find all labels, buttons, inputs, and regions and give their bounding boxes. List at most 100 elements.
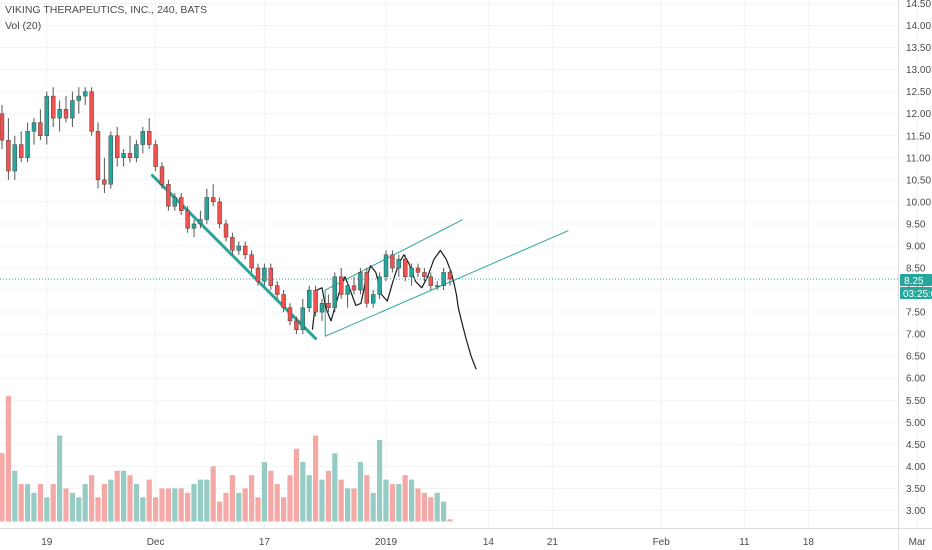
time-axis[interactable]: 19 Dec 17 2019 14 21 Feb 11 18 Mar	[0, 528, 932, 549]
candle-body	[307, 289, 312, 308]
symbol-legend[interactable]: VIKING THERAPEUTICS, INC., 240, BATS	[5, 4, 208, 16]
candle-body	[121, 153, 126, 158]
time-tick-label: 17	[259, 537, 271, 548]
price-tick-label: 13.00	[906, 65, 931, 76]
price-tick-label: 12.00	[906, 109, 931, 120]
price-badge: 8.25 03:25:0	[900, 274, 932, 300]
candle-body	[403, 258, 408, 278]
candle-body	[287, 307, 293, 322]
candle-body	[185, 210, 190, 229]
volume-bar	[197, 479, 203, 522]
candle-body	[435, 285, 440, 287]
candle-body	[6, 139, 11, 172]
candle-body	[102, 179, 107, 185]
price-tick-label: 3.50	[906, 484, 926, 495]
volume-bar	[82, 484, 88, 522]
price-tick-label: 6.50	[906, 352, 926, 363]
volume-bar	[351, 488, 357, 522]
candle-body	[57, 109, 62, 119]
volume-bar	[172, 488, 178, 522]
candle-body	[236, 245, 242, 251]
price-tick-label: 11.50	[906, 131, 931, 142]
volume-bar	[89, 475, 95, 522]
volume-bar	[191, 484, 197, 522]
price-tick-label: 5.50	[906, 396, 926, 407]
volume-bar	[345, 488, 351, 522]
last-price-label: 8.25	[904, 276, 924, 287]
volume-bar	[415, 488, 421, 522]
time-tick-label: 19	[41, 537, 53, 548]
volume-legend[interactable]: Vol (20)	[5, 20, 42, 32]
candle-body	[441, 272, 446, 286]
volume-bar	[274, 484, 280, 522]
candle-body	[127, 153, 133, 158]
candle-body	[249, 254, 254, 269]
volume-bars	[0, 395, 453, 522]
volume-bar	[63, 488, 69, 522]
candle-body	[364, 272, 369, 304]
price-tick-label: 10.00	[906, 197, 931, 208]
candle-body	[223, 223, 229, 238]
volume-bar	[127, 475, 133, 522]
price-tick-label: 5.00	[906, 418, 926, 429]
candle-body	[262, 267, 267, 282]
volume-bar	[441, 501, 447, 522]
price-tick-label: 13.50	[906, 43, 931, 54]
candle-body	[268, 267, 273, 286]
volume-bar	[377, 439, 383, 522]
volume-bar	[313, 435, 319, 522]
volume-bar	[357, 461, 363, 522]
time-tick-label: 11	[739, 537, 750, 548]
candle-body	[191, 223, 197, 229]
candle-body	[12, 144, 18, 172]
price-tick-label: 11.00	[906, 153, 931, 164]
candle-body	[31, 122, 37, 132]
candle-body	[82, 91, 88, 97]
candle-body	[415, 267, 421, 273]
channel-lower-line	[325, 230, 569, 337]
candle-body	[409, 267, 414, 278]
volume-bar	[95, 497, 101, 522]
candle-body	[242, 245, 248, 255]
volume-bar	[434, 492, 440, 522]
time-tick-label: 21	[547, 537, 559, 548]
volume-bar	[165, 488, 171, 522]
time-tick-label: 14	[483, 537, 495, 548]
volume-bar	[268, 470, 274, 522]
volume-bar	[255, 497, 261, 522]
volume-bar	[210, 466, 216, 522]
projection-curve	[311, 249, 477, 370]
price-tick-label: 3.00	[906, 506, 926, 517]
candle-body	[345, 285, 350, 295]
volume-bar	[338, 479, 344, 522]
candle-body	[217, 201, 222, 225]
countdown-label: 03:25:0	[903, 289, 932, 300]
volume-bar	[223, 492, 229, 522]
candle-body	[326, 303, 331, 308]
candle-body	[358, 272, 363, 291]
volume-bar	[140, 497, 146, 522]
volume-bar	[37, 484, 43, 522]
candle-body	[63, 109, 69, 119]
volume-bar	[364, 475, 370, 522]
candle-body	[153, 144, 158, 167]
candle-body	[390, 254, 395, 269]
time-tick-label: Feb	[653, 537, 671, 548]
candle-body	[76, 95, 82, 101]
price-tick-label: 14.00	[906, 21, 931, 32]
candle-body	[0, 113, 5, 141]
candle-body	[95, 131, 101, 181]
candle-body	[377, 276, 382, 295]
candle-body	[313, 289, 318, 313]
candle-body	[146, 131, 152, 145]
candle-body	[198, 219, 203, 225]
grid	[0, 0, 918, 528]
volume-bar	[428, 497, 434, 522]
price-tick-label: 12.50	[906, 87, 931, 98]
volume-bar	[114, 470, 120, 522]
candle-body	[114, 135, 120, 158]
candle-body	[159, 166, 165, 185]
volume-bar	[293, 448, 299, 522]
candle-body	[339, 276, 344, 295]
